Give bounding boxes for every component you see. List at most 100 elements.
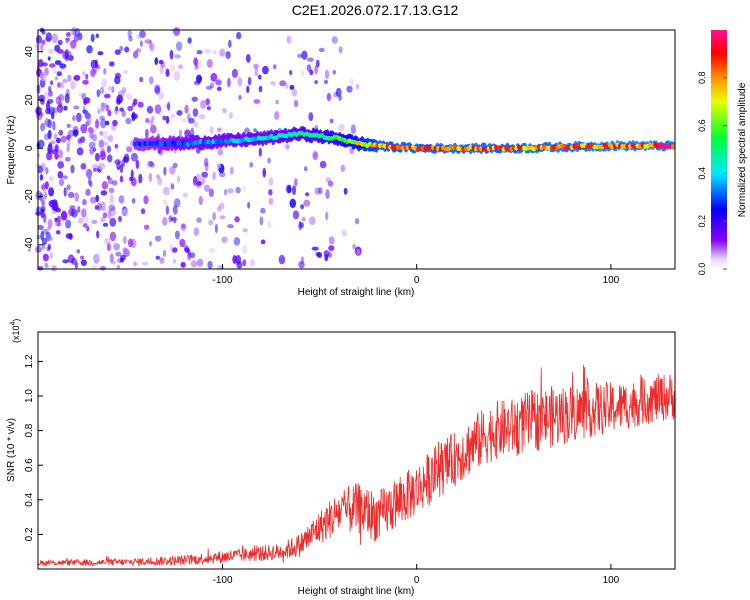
heatmap-noise-cell (138, 173, 143, 184)
heatmap-noise-cell (130, 140, 134, 147)
colorbar-tick-label: 0.2 (697, 215, 707, 228)
heatmap-x-ticks: -100 0 100 (212, 264, 620, 286)
heatmap-noise-cell (205, 98, 211, 106)
heatmap-noise-cell (253, 128, 257, 133)
heatmap-noise-cell (301, 216, 306, 222)
snr-ylabel: SNR (10 * v/v) (6, 418, 17, 482)
heatmap-noise-cell (187, 113, 191, 121)
heatmap-noise-cell (44, 67, 49, 76)
snr-y-tick-label: 0.2 (24, 527, 35, 541)
heatmap-noise-cell (39, 71, 47, 82)
heatmap-noise-cell (89, 181, 93, 188)
heatmap-noise-cell (292, 185, 296, 196)
heatmap-noise-cell (70, 39, 77, 49)
heatmap-noise-cell (116, 264, 121, 270)
heatmap-noise-cell (79, 255, 85, 260)
heatmap-noise-cell (247, 201, 251, 209)
heatmap-noise-cell (289, 84, 295, 90)
heatmap-noise-cell (122, 87, 127, 93)
heatmap-ridge-cell (670, 144, 675, 149)
heatmap-noise-cell (98, 139, 105, 148)
heatmap-noise-cell (42, 62, 48, 67)
heatmap-noise-cell (106, 242, 111, 252)
heatmap-noise-cell (225, 51, 231, 59)
heatmap-noise-cell (186, 248, 191, 255)
heatmap-noise-cell (218, 202, 225, 210)
heatmap-noise-cell (66, 123, 71, 128)
heatmap-noise-cell (208, 219, 214, 226)
heatmap-noise-cell (254, 67, 259, 77)
heatmap-noise-cell (162, 115, 167, 121)
heatmap-noise-cell (125, 117, 132, 125)
heatmap-noise-cell (250, 258, 255, 267)
heatmap-noise-cell (319, 160, 327, 169)
heatmap-noise-cell (43, 91, 50, 100)
heatmap-noise-cell (97, 108, 101, 114)
heatmap-noise-cell (95, 33, 100, 38)
heatmap-noise-cell (48, 90, 53, 97)
heatmap-noise-cell (212, 49, 217, 55)
heatmap-noise-cell (47, 98, 54, 104)
heatmap-noise-cell (285, 83, 289, 89)
heatmap-noise-cell (108, 61, 115, 67)
heatmap-noise-cell (216, 127, 222, 133)
heatmap-noise-cell (167, 101, 171, 111)
heatmap-noise-cell (110, 260, 117, 265)
heatmap-noise-cell (90, 33, 95, 43)
page-title: C2E1.2026.072.17.13.G12 (291, 2, 459, 18)
heatmap-noise-cell (286, 35, 292, 44)
heatmap-noise-cell (219, 48, 226, 57)
heatmap-noise-cell (139, 40, 143, 47)
heatmap-noise-cell (123, 153, 130, 164)
heatmap-noise-cell (54, 144, 60, 153)
heatmap-noise-cell (121, 208, 129, 216)
heatmap-noise-cell (148, 163, 156, 168)
heatmap-noise-cell (355, 83, 360, 90)
heatmap-noise-cell (124, 46, 130, 53)
heatmap-noise-cell (54, 76, 59, 81)
heatmap-noise-cell (48, 63, 56, 68)
snr-y-ticks: 0.2 0.4 0.6 0.8 1.0 1.2 (24, 354, 43, 541)
heatmap-noise-cell (267, 220, 271, 229)
heatmap-noise-cell (292, 210, 299, 220)
heatmap-noise-cell (51, 149, 59, 155)
heatmap-noise-cell (65, 32, 71, 37)
heatmap-noise-cell (160, 61, 166, 68)
heatmap-noise-cell (105, 104, 110, 112)
heatmap-noise-cell (179, 238, 186, 248)
snr-y-tick-label: 1.2 (24, 354, 35, 368)
heatmap-noise-cell (57, 171, 64, 179)
heatmap-noise-cell (341, 229, 347, 237)
heatmap-noise-cell (203, 184, 211, 192)
heatmap-noise-cell (146, 105, 154, 114)
heatmap-noise-cell (108, 187, 115, 194)
heatmap-noise-cell (314, 187, 321, 195)
heatmap-noise-cell (196, 217, 202, 223)
heatmap-noise-cell (47, 225, 51, 231)
heatmap-noise-cell (201, 177, 206, 185)
heatmap-noise-cell (122, 69, 129, 74)
heatmap-noise-cell (150, 119, 154, 128)
heatmap-noise-cell (121, 109, 126, 118)
heatmap-noise-cell (89, 146, 95, 155)
heatmap-noise-cell (159, 64, 164, 75)
heatmap-noise-cell (162, 216, 168, 226)
heatmap-noise-cell (65, 39, 70, 45)
heatmap-noise-cell (173, 198, 181, 208)
heatmap-noise-cell (299, 222, 304, 229)
heatmap-noise-cell (77, 32, 83, 41)
heatmap-noise-cell (66, 134, 71, 141)
heatmap-noise-cell (71, 208, 78, 218)
heatmap-noise-cell (338, 46, 343, 54)
heatmap-noise-cell (98, 162, 106, 170)
heatmap-noise-cell (137, 101, 144, 108)
heatmap-noise-cell (174, 54, 181, 59)
heatmap-noise-cell (219, 215, 226, 220)
heatmap-noise-cell (62, 78, 68, 83)
heatmap-noise-cell (171, 114, 176, 119)
heatmap-noise-cell (289, 198, 297, 208)
heatmap-noise-cell (228, 112, 233, 119)
heatmap-noise-cell (50, 80, 54, 86)
snr-x-tick-label: 100 (603, 575, 620, 586)
heatmap-noise-cell (85, 188, 91, 196)
